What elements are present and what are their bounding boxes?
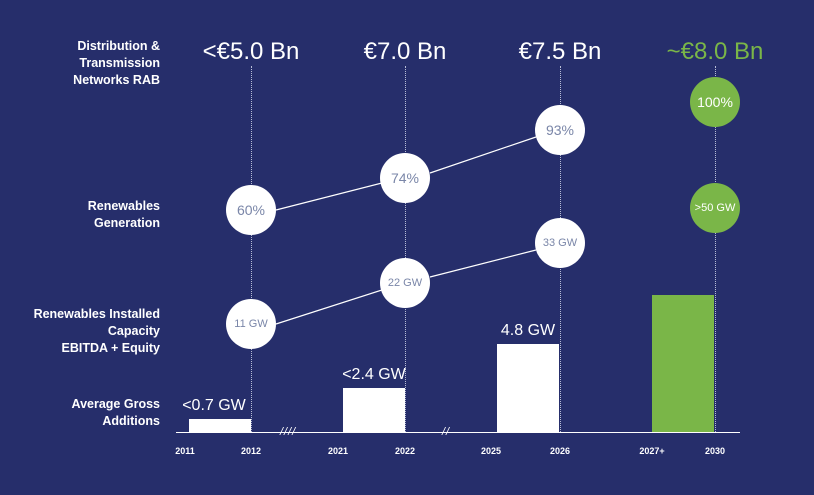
x-tick-label: 2011 [175,446,195,456]
gross-additions-bar [343,388,405,432]
trend-segment [275,289,383,325]
generation-circle: 74% [380,153,430,203]
guide-line [715,66,716,432]
bar-value-label: <2.4 GW [342,366,406,384]
x-tick-label: 2027+ [639,446,665,456]
x-tick-label: 2021 [327,446,349,456]
capacity-circle: 22 GW [380,258,430,308]
capacity-circle: 11 GW [226,299,276,349]
rab-value: <€5.0 Bn [202,38,300,65]
generation-circle: 100% [690,77,740,127]
gross-additions-bar [189,419,251,432]
trend-segment [275,182,383,211]
x-tick-label: 2022 [394,446,416,456]
gross-additions-bar [497,344,559,432]
x-tick-label: 2012 [240,446,262,456]
generation-circle: 60% [226,185,276,235]
rab-value: ~€8.0 Bn [666,38,764,65]
x-tick-label: 2026 [549,446,571,456]
generation-row-label: Renewables Generation [87,199,160,230]
capacity-circle: >50 GW [690,183,740,233]
gross-additions-row-label: Average Gross Additions [71,397,160,428]
trend-segment [429,136,537,174]
axis-break: //// [280,426,297,438]
axis-break: // [442,426,451,438]
trend-segment [429,249,537,278]
x-tick-label: 2030 [704,446,726,456]
rab-value: €7.0 Bn [363,38,447,65]
guide-line [251,66,252,432]
gross-additions-bar [652,295,714,432]
rab-value: €7.5 Bn [518,38,602,65]
capacity-circle: 33 GW [535,218,585,268]
bar-value-label: 4.8 GW [500,322,556,340]
generation-circle: 93% [535,105,585,155]
guide-line [405,66,406,432]
rab-row-label: Distribution & Transmission Networks RAB [73,39,160,87]
bar-value-label: <0.7 GW [182,397,246,415]
capacity-row-label: Renewables Installed Capacity EBITDA + Equ… [33,307,160,355]
x-tick-label: 2025 [480,446,502,456]
x-axis-baseline [176,432,740,433]
